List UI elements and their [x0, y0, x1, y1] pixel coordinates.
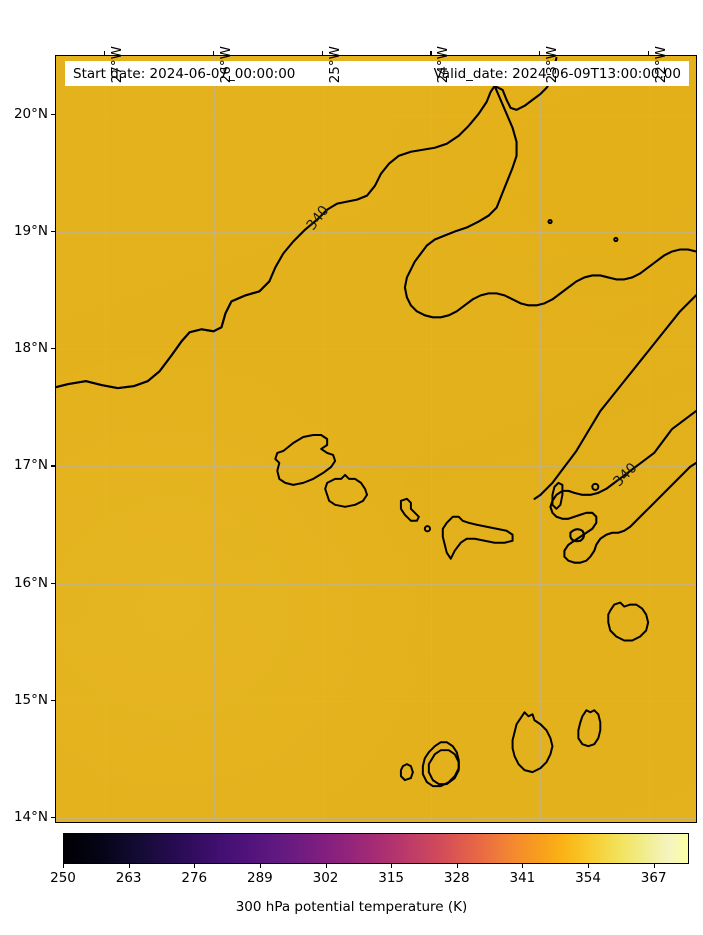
island-mainland-dot-1: [547, 219, 553, 225]
colorbar-tick-mark: [588, 864, 590, 868]
colorbar-tick-label: 250: [50, 870, 76, 886]
colorbar-tick-mark: [325, 864, 327, 868]
contour-line-340-north: [56, 280, 271, 390]
y-tick-label: 16°N: [13, 574, 48, 591]
colorbar-tick-label: 354: [575, 870, 601, 886]
island-santo-antao: [274, 434, 337, 486]
map-axes[interactable]: 340 340 Start date: 2024-06-07_00:00:00 …: [55, 55, 697, 823]
colorbar-tick-label: 315: [378, 870, 405, 886]
island-raso: [423, 525, 432, 533]
colorbar[interactable]: [63, 833, 689, 864]
colorbar-label: 300 hPa potential temperature (K): [235, 899, 468, 915]
colorbar-tick-mark: [456, 864, 458, 868]
colorbar-tick-label: 276: [181, 870, 208, 886]
island-boa-vista: [511, 711, 554, 774]
island-sao-vicente: [324, 473, 369, 508]
colorbar-tick-label: 289: [246, 870, 273, 886]
island-mainland-dot-2: [613, 237, 619, 243]
y-tick-label: 17°N: [13, 457, 48, 474]
island-rock-west: [551, 481, 564, 510]
colorbar-tick-label: 302: [312, 870, 339, 886]
colorbar-tick-mark: [63, 864, 65, 868]
island-santa-luzia: [399, 497, 420, 522]
title-banner: Start date: 2024-06-07_00:00:00 Valid_da…: [65, 61, 689, 86]
colorbar-tick-label: 328: [443, 870, 470, 886]
coastline-senegal-north: [533, 294, 696, 500]
colorbar-tick-label: 367: [640, 870, 667, 886]
island-brava: [399, 763, 414, 782]
y-tick-label: 15°N: [13, 691, 48, 708]
island-fogo: [427, 749, 460, 786]
contour-label-340-north: 340: [304, 203, 333, 234]
y-tick-label: 14°N: [13, 809, 48, 826]
y-tick-label: 19°N: [13, 222, 48, 239]
colorbar-tick-mark: [522, 864, 524, 868]
island-sal: [607, 601, 650, 642]
colorbar-tick-label: 341: [509, 870, 536, 886]
colorbar-tick-mark: [259, 864, 261, 868]
contour-label-340-south: 340: [610, 460, 640, 490]
colorbar-tick-mark: [194, 864, 196, 868]
y-tick-label: 20°N: [13, 105, 48, 122]
island-rock-dot: [591, 482, 600, 491]
coastline-cap-vert-bay: [569, 528, 585, 543]
coastline-cap-vert-peninsula: [549, 410, 696, 564]
start-date-text: Start date: 2024-06-07_00:00:00: [73, 65, 296, 82]
y-tick-label: 18°N: [13, 340, 48, 357]
valid-date-text: Valid_date: 2024-06-09T13:00:00.00: [433, 65, 681, 82]
island-maio: [577, 709, 602, 748]
colorbar-tick-label: 263: [115, 870, 142, 886]
colorbar-tick-mark: [391, 864, 393, 868]
coastline-mauritania-bend: [403, 84, 696, 319]
geography-overlay: 340 340: [56, 56, 696, 788]
colorbar-tick-mark: [653, 864, 655, 868]
colorbar-gradient: [64, 834, 688, 863]
island-sao-nicolau: [441, 515, 514, 560]
colorbar-tick-mark: [128, 864, 130, 868]
